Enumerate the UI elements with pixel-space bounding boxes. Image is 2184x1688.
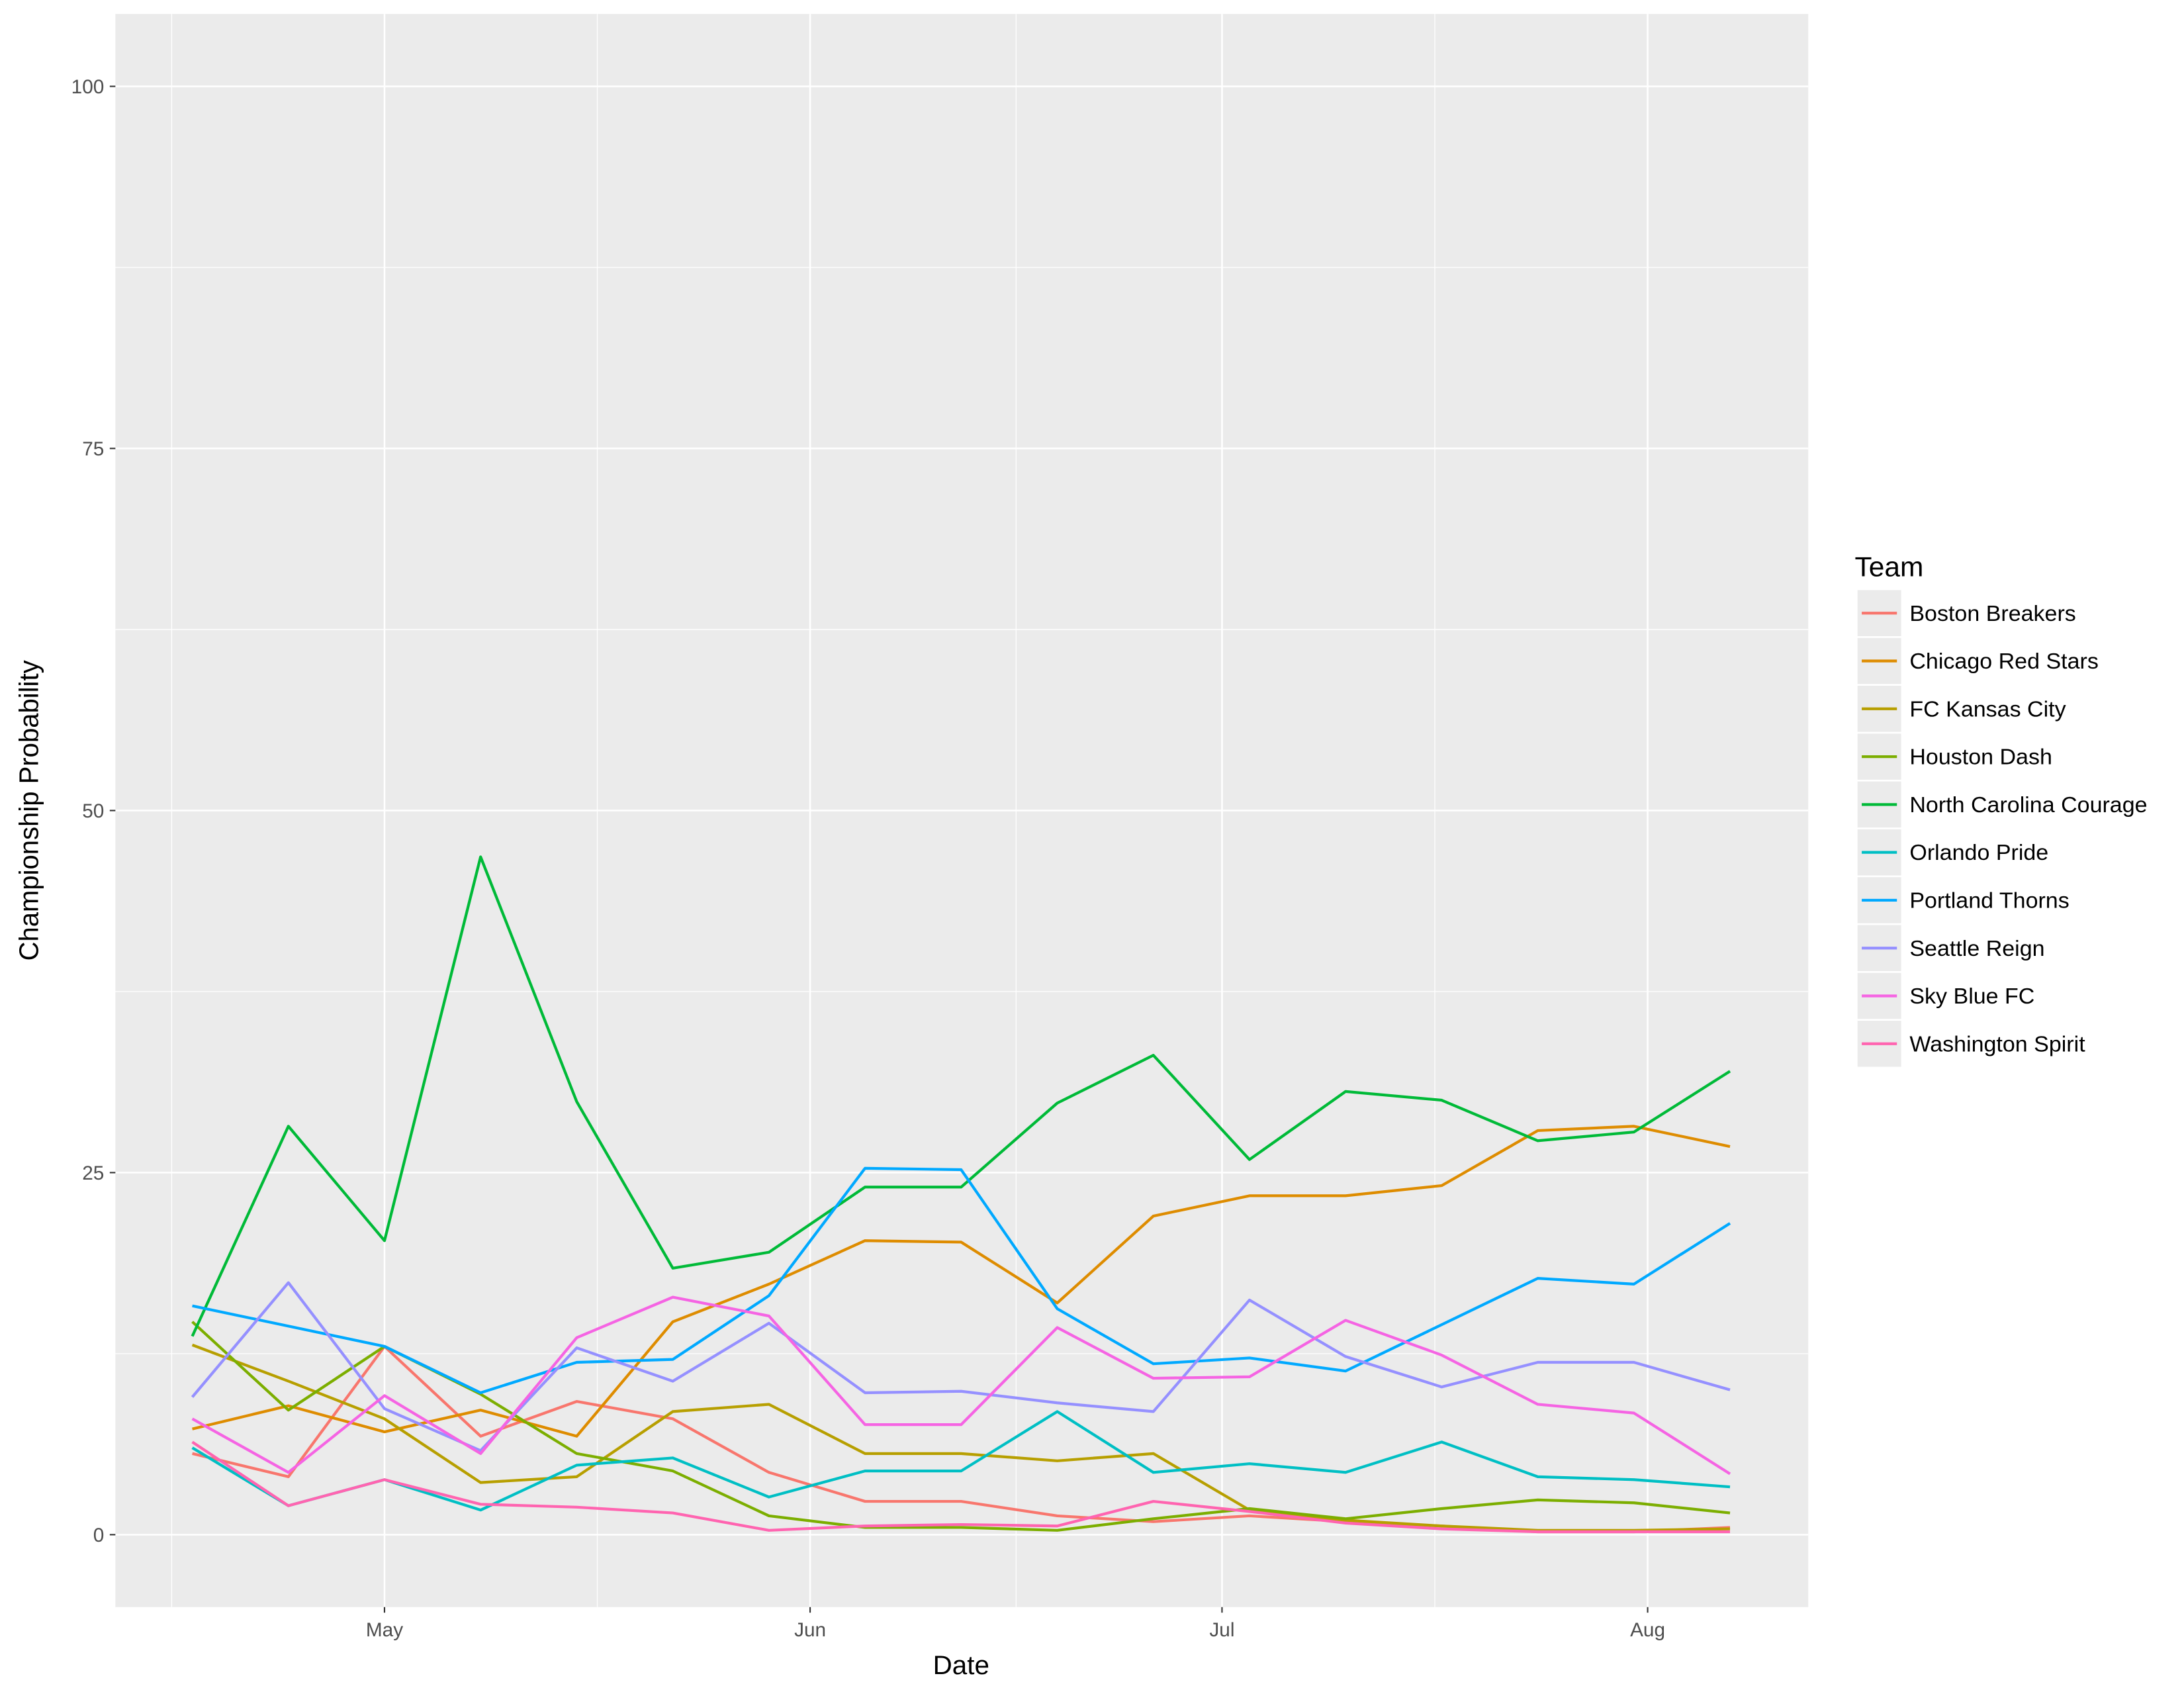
legend-label: FC Kansas City bbox=[1909, 697, 2066, 722]
series-line bbox=[192, 1166, 1731, 1395]
x-tick-label: Jun bbox=[794, 1619, 826, 1641]
y-tick-label: 50 bbox=[82, 800, 104, 822]
series-line bbox=[191, 855, 1731, 1337]
x-axis-title: Date bbox=[933, 1650, 989, 1680]
legend-label: Portland Thorns bbox=[1909, 888, 2069, 914]
series-line bbox=[192, 1125, 1731, 1438]
series-line bbox=[191, 1440, 1731, 1534]
legend-label: North Carolina Courage bbox=[1909, 792, 2147, 818]
y-tick-label: 100 bbox=[71, 76, 105, 98]
legend-label: Houston Dash bbox=[1909, 745, 2052, 770]
series-line bbox=[191, 1281, 1731, 1452]
series-line bbox=[191, 1343, 1731, 1532]
y-tick-label: 25 bbox=[82, 1162, 104, 1184]
x-tick-label: Aug bbox=[1630, 1619, 1665, 1641]
y-tick-label: 75 bbox=[82, 438, 104, 460]
legend-label: Chicago Red Stars bbox=[1909, 649, 2098, 674]
y-axis-title: Championship Probability bbox=[14, 660, 44, 961]
x-tick-label: Jul bbox=[1209, 1619, 1234, 1641]
legend-label: Orlando Pride bbox=[1909, 840, 2048, 865]
series-line bbox=[191, 1295, 1731, 1476]
legend-label: Boston Breakers bbox=[1909, 601, 2075, 626]
y-tick-label: 0 bbox=[93, 1524, 105, 1546]
legend-title: Team bbox=[1854, 551, 1923, 583]
x-tick-label: May bbox=[366, 1619, 403, 1641]
legend-label: Seattle Reign bbox=[1909, 936, 2044, 961]
series-line bbox=[191, 1410, 1731, 1512]
legend-label: Washington Spirit bbox=[1909, 1032, 2085, 1057]
legend-label: Sky Blue FC bbox=[1909, 984, 2034, 1009]
